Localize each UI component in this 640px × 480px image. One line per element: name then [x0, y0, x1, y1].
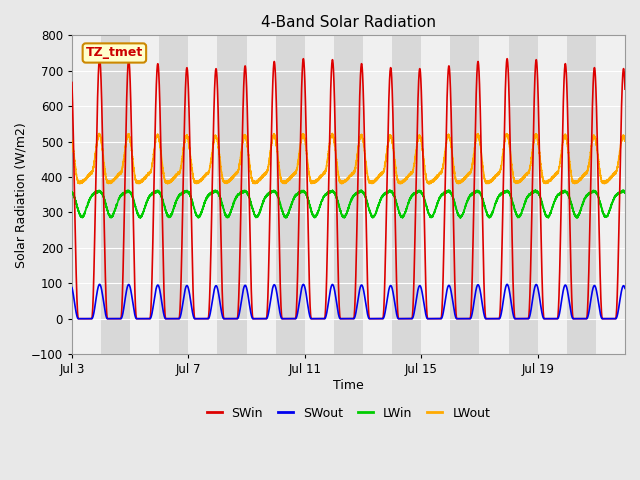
- Bar: [363, 36, 392, 354]
- Bar: [625, 36, 640, 354]
- Bar: [538, 36, 567, 354]
- Bar: [334, 36, 363, 354]
- Bar: [159, 36, 188, 354]
- Title: 4-Band Solar Radiation: 4-Band Solar Radiation: [261, 15, 436, 30]
- Bar: [479, 36, 509, 354]
- Bar: [596, 36, 625, 354]
- Bar: [392, 36, 421, 354]
- Bar: [509, 36, 538, 354]
- Bar: [567, 36, 596, 354]
- Bar: [276, 36, 305, 354]
- Y-axis label: Solar Radiation (W/m2): Solar Radiation (W/m2): [15, 122, 28, 267]
- Bar: [246, 36, 276, 354]
- Bar: [72, 36, 101, 354]
- Text: TZ_tmet: TZ_tmet: [86, 47, 143, 60]
- Bar: [421, 36, 451, 354]
- Bar: [218, 36, 246, 354]
- Legend: SWin, SWout, LWin, LWout: SWin, SWout, LWin, LWout: [202, 402, 495, 425]
- Bar: [451, 36, 479, 354]
- Bar: [188, 36, 218, 354]
- Bar: [130, 36, 159, 354]
- X-axis label: Time: Time: [333, 379, 364, 392]
- Bar: [101, 36, 130, 354]
- Bar: [305, 36, 334, 354]
